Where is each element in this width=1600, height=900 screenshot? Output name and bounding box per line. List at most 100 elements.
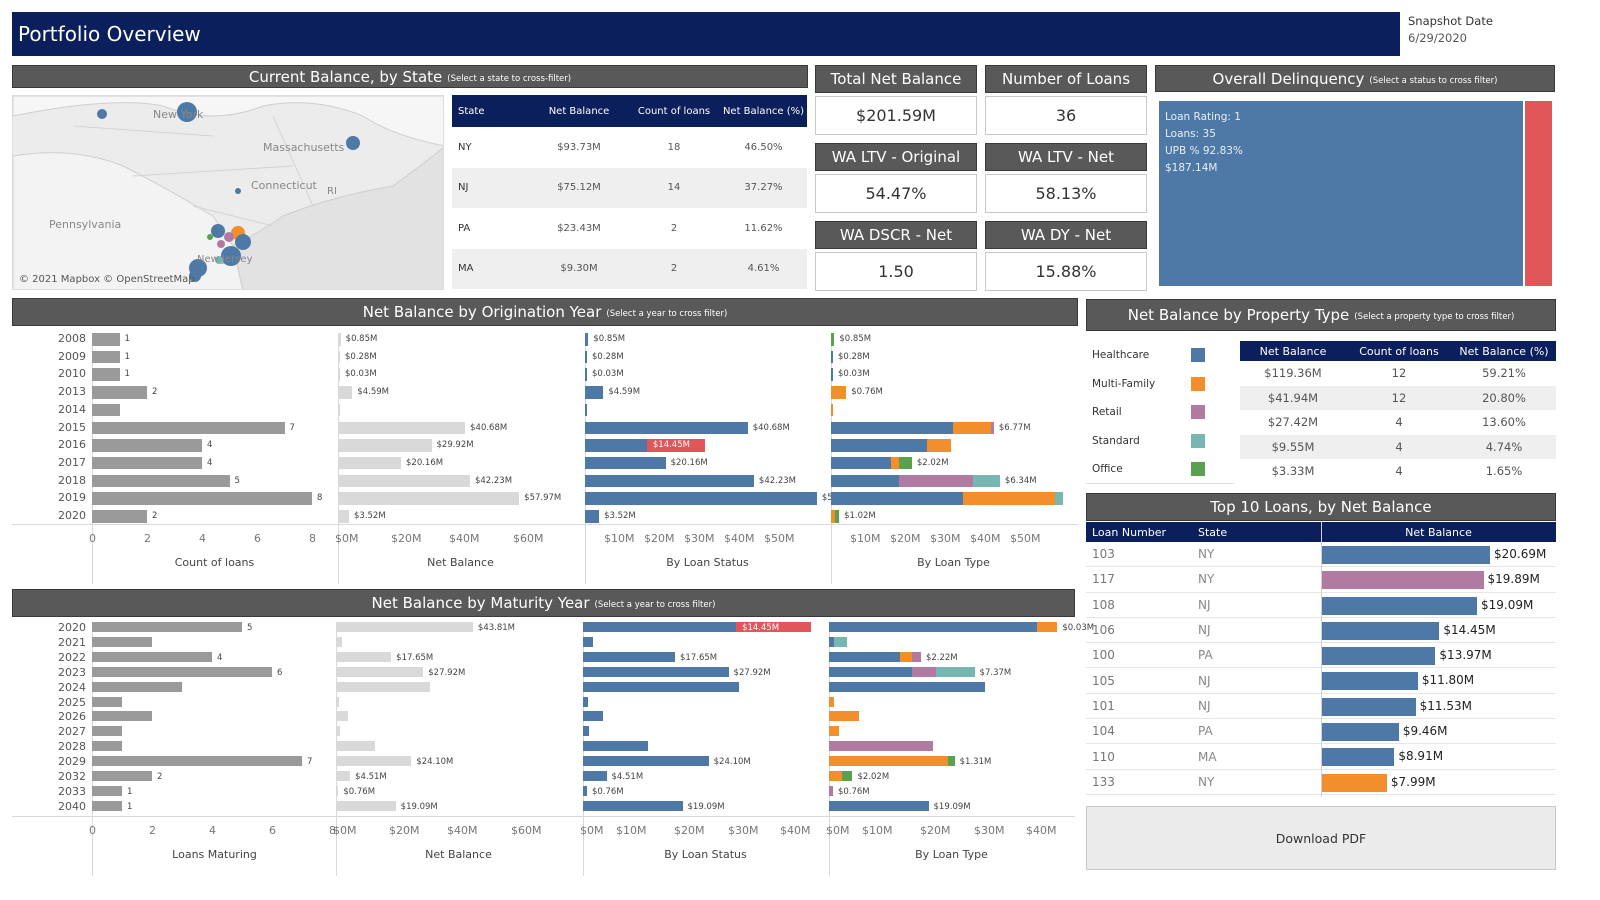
type-bar-segment[interactable]	[831, 333, 835, 346]
state-table-row[interactable]: MA $9.30M 2 4.61%	[452, 248, 807, 289]
status-bar[interactable]	[585, 368, 587, 381]
status-bar[interactable]	[585, 421, 748, 434]
status-bar[interactable]	[585, 439, 647, 452]
balance-bar[interactable]	[336, 785, 339, 796]
count-bar[interactable]	[92, 368, 120, 381]
type-bar-segment[interactable]	[834, 636, 848, 647]
count-bar[interactable]	[92, 403, 120, 417]
count-bar[interactable]	[92, 800, 122, 811]
legend-label[interactable]: Healthcare	[1092, 349, 1150, 361]
year-label[interactable]: 2023	[58, 665, 86, 679]
top-loan-bar[interactable]	[1322, 723, 1399, 742]
legend-label[interactable]: Office	[1092, 463, 1123, 475]
year-label[interactable]: 2020	[58, 509, 86, 522]
type-bar-segment[interactable]	[831, 403, 833, 417]
type-bar-segment[interactable]	[829, 756, 948, 767]
type-bar-segment[interactable]	[831, 474, 899, 488]
balance-bar[interactable]	[338, 350, 340, 364]
year-label[interactable]: 2028	[58, 740, 86, 754]
balance-bar[interactable]	[338, 492, 520, 505]
legend-swatch[interactable]	[1191, 376, 1205, 391]
legend-swatch[interactable]	[1191, 462, 1205, 476]
legend-label[interactable]: Retail	[1092, 406, 1122, 418]
year-label[interactable]: 2017	[58, 455, 86, 469]
balance-bar[interactable]	[338, 386, 353, 399]
balance-bar[interactable]	[338, 333, 341, 346]
top-loan-row[interactable]: 103 NY $20.69M	[1086, 542, 1556, 568]
status-bar[interactable]	[583, 622, 737, 632]
status-bar[interactable]	[583, 681, 740, 692]
year-label[interactable]: 2040	[58, 799, 86, 813]
type-bar-segment[interactable]	[911, 651, 921, 662]
count-bar[interactable]	[92, 510, 147, 523]
balance-bar[interactable]	[336, 636, 343, 647]
balance-bar[interactable]	[338, 403, 340, 417]
type-bar-segment[interactable]	[829, 785, 833, 796]
balance-bar[interactable]	[336, 771, 351, 781]
balance-bar[interactable]	[336, 711, 348, 722]
type-bar-segment[interactable]	[891, 456, 900, 470]
type-bar-segment[interactable]	[1037, 622, 1058, 632]
property-type-row[interactable]: $27.42M 4 13.60%	[1240, 410, 1556, 435]
balance-bar[interactable]	[338, 421, 466, 434]
status-bar[interactable]	[585, 456, 666, 470]
type-bar-segment[interactable]	[831, 456, 891, 470]
balance-bar[interactable]	[336, 756, 412, 767]
year-label[interactable]: 2032	[58, 770, 86, 783]
count-bar[interactable]	[92, 456, 202, 470]
top-loan-bar[interactable]	[1322, 546, 1490, 564]
legend-swatch[interactable]	[1191, 348, 1205, 362]
status-bar[interactable]	[583, 711, 603, 722]
year-label[interactable]: 2016	[58, 438, 86, 452]
count-bar[interactable]	[92, 651, 212, 662]
year-label[interactable]: 2021	[58, 635, 86, 649]
property-type-row[interactable]: $3.33M 4 1.65%	[1240, 459, 1556, 484]
type-bar-segment[interactable]	[829, 681, 986, 692]
count-bar[interactable]	[92, 622, 242, 632]
count-bar[interactable]	[92, 771, 152, 781]
balance-bar[interactable]	[338, 510, 349, 523]
type-bar-segment[interactable]	[829, 651, 900, 662]
balance-bar[interactable]	[338, 456, 401, 470]
property-type-legend[interactable]: Healthcare Multi-Family Retail Standard Offi…	[1086, 341, 1234, 484]
balance-bar[interactable]	[338, 474, 470, 488]
count-bar[interactable]	[92, 726, 122, 737]
state-map[interactable]: New York Massachusetts Connecticut RI Pe…	[12, 95, 444, 290]
status-bar-delinquent[interactable]	[736, 622, 812, 632]
type-bar-segment[interactable]	[1055, 492, 1063, 505]
balance-bar[interactable]	[336, 681, 430, 692]
type-bar-segment[interactable]	[926, 439, 951, 452]
type-bar-segment[interactable]	[829, 696, 835, 707]
count-bar[interactable]	[92, 333, 120, 346]
status-bar[interactable]	[585, 333, 589, 346]
balance-bar[interactable]	[336, 800, 396, 811]
status-bar[interactable]	[583, 666, 729, 677]
status-bar[interactable]	[583, 741, 649, 752]
balance-bar[interactable]	[336, 741, 376, 752]
status-bar[interactable]	[585, 403, 587, 417]
type-bar-segment[interactable]	[841, 771, 853, 781]
count-bar[interactable]	[92, 741, 122, 752]
top-loan-bar[interactable]	[1322, 621, 1440, 640]
status-bar[interactable]	[585, 386, 604, 399]
status-bar[interactable]	[585, 474, 754, 488]
balance-bar[interactable]	[336, 651, 392, 662]
year-label[interactable]: 2009	[58, 349, 86, 363]
top-loan-bar[interactable]	[1322, 596, 1477, 615]
year-label[interactable]: 2027	[58, 725, 86, 739]
count-bar[interactable]	[92, 636, 152, 647]
property-type-row[interactable]: $119.36M 12 59.21%	[1240, 361, 1556, 386]
legend-swatch[interactable]	[1191, 405, 1205, 419]
type-bar-segment[interactable]	[829, 741, 934, 752]
year-label[interactable]: 2010	[58, 367, 86, 381]
type-bar-segment[interactable]	[831, 439, 927, 452]
balance-bar[interactable]	[336, 622, 473, 632]
status-bar[interactable]	[583, 756, 709, 767]
type-bar-segment[interactable]	[973, 474, 1000, 488]
property-type-row[interactable]: $9.55M 4 4.74%	[1240, 434, 1556, 459]
year-label[interactable]: 2008	[58, 332, 86, 345]
maturity-chart[interactable]: 2020 2021 2022 2023 2024 2025 2026 2027 2028 2029…	[12, 617, 1094, 876]
type-bar-segment[interactable]	[900, 651, 912, 662]
status-bar[interactable]	[585, 510, 600, 523]
count-bar[interactable]	[92, 474, 230, 488]
